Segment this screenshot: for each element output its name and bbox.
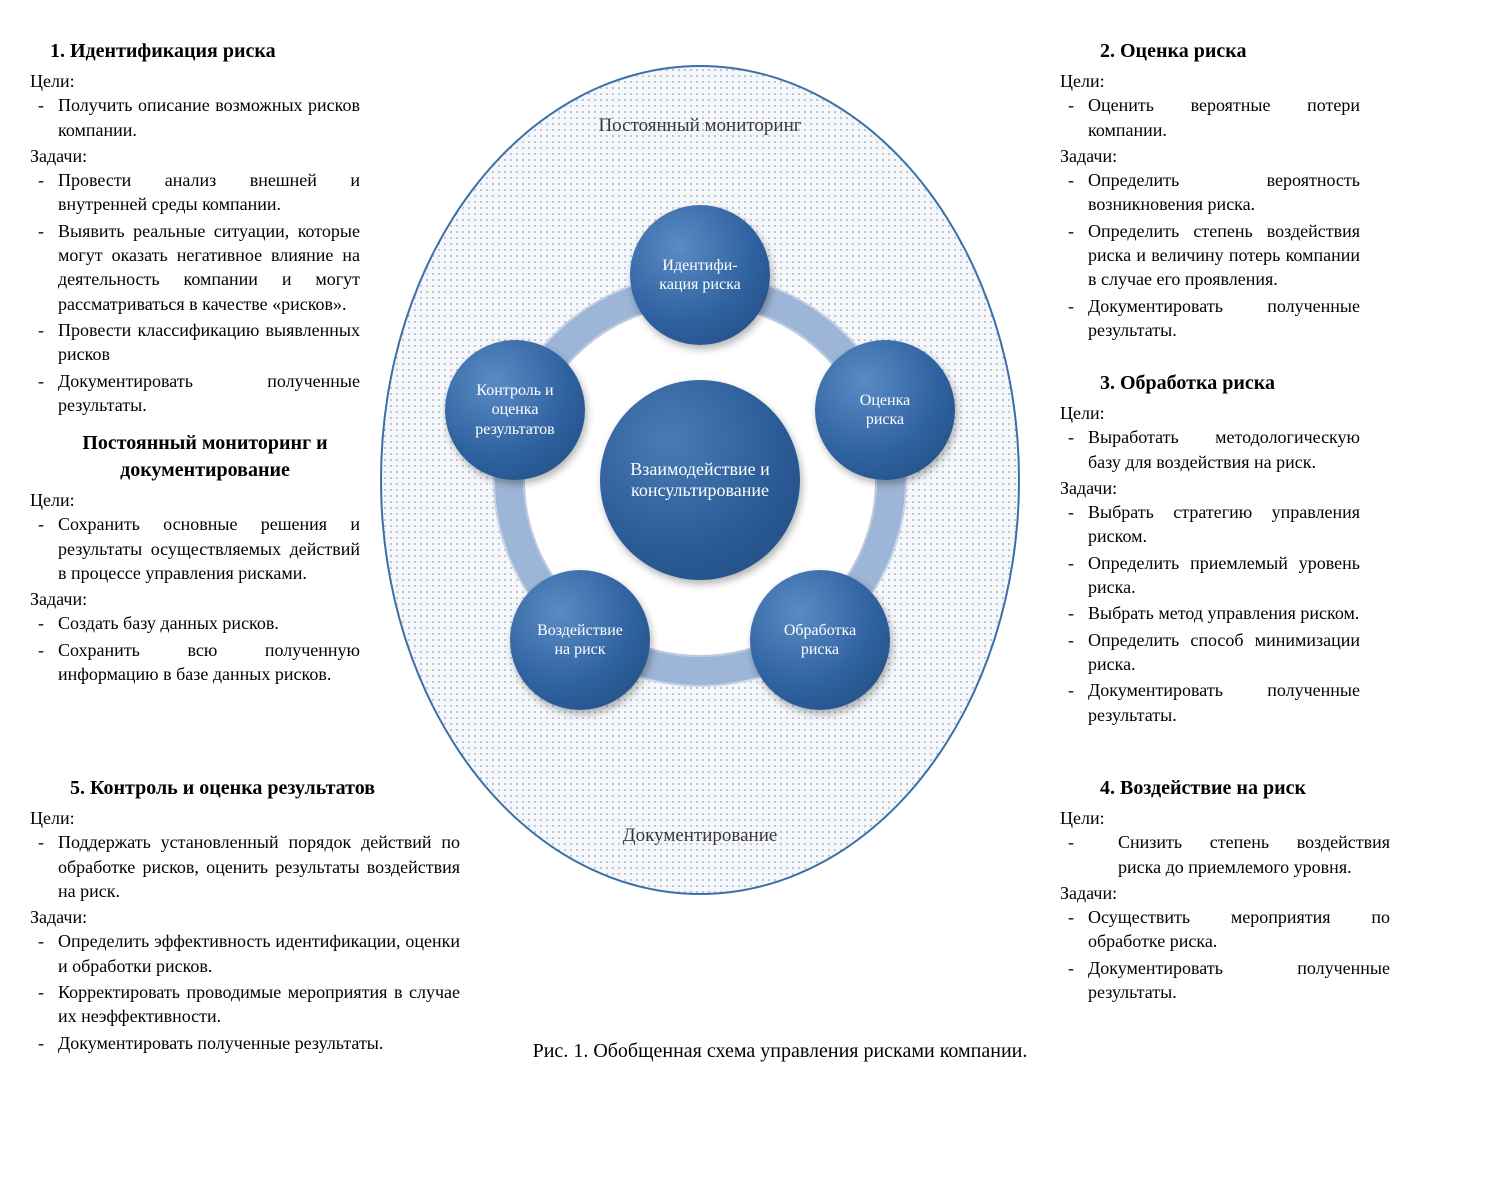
node-label: Оценкариска <box>860 391 910 429</box>
section-2-goals-label: Цели: <box>1060 69 1360 93</box>
section-2-tasks-label: Задачи: <box>1060 144 1360 168</box>
node-processing: Обработкариска <box>750 570 890 710</box>
list-item: Провести классификацию выявленных рисков <box>58 318 360 367</box>
node-label: Контроль иоценкарезультатов <box>475 381 554 439</box>
center-node-label: Взаимодействие и консультирование <box>620 459 780 501</box>
list-item: Сохранить основные решения и результаты … <box>58 512 360 585</box>
list-item: Определить эффективность идентификации, … <box>58 929 460 978</box>
section-2-title: 2. Оценка риска <box>1060 38 1360 65</box>
node-label: Обработкариска <box>784 621 856 659</box>
list-item: Документировать полученные результаты. <box>1088 956 1390 1005</box>
list-item: Документировать полученные результаты. <box>58 1031 460 1055</box>
section-3: 3. Обработка риска Цели: Выработать мето… <box>1060 370 1360 729</box>
list-item: Провести анализ внешней и внутренней сре… <box>58 168 360 217</box>
section-3-tasks-list: Выбрать стратегию управления риском. Опр… <box>1060 500 1360 727</box>
list-item: Документировать полученные результаты. <box>1088 678 1360 727</box>
list-item: Выявить реальные ситуации, которые могут… <box>58 219 360 316</box>
list-item: Осуществить мероприятия по обработке рис… <box>1088 905 1390 954</box>
section-5-tasks-list: Определить эффективность идентификации, … <box>30 929 460 1054</box>
list-item: Определить вероятность возникновения рис… <box>1088 168 1360 217</box>
section-4: 4. Воздействие на риск Цели: Снизить сте… <box>1060 775 1390 1006</box>
outer-label-bottom: Документирование <box>550 825 850 847</box>
list-item: Выбрать метод управления риском. <box>1088 601 1360 625</box>
section-4-title: 4. Воздействие на риск <box>1060 775 1390 802</box>
list-item: Документировать полученные результаты. <box>1088 294 1360 343</box>
outer-label-top: Постоянный мониторинг <box>550 115 850 137</box>
list-item: Получить описание возможных рисков компа… <box>58 93 360 142</box>
node-identification: Идентифи-кация риска <box>630 205 770 345</box>
figure-caption: Рис. 1. Обобщенная схема управления риск… <box>480 1040 1080 1063</box>
section-monitoring-goals-list: Сохранить основные решения и результаты … <box>30 512 360 585</box>
node-control: Контроль иоценкарезультатов <box>445 340 585 480</box>
section-1-tasks-list: Провести анализ внешней и внутренней сре… <box>30 168 360 417</box>
node-assessment: Оценкариска <box>815 340 955 480</box>
section-monitoring: Постоянный мониторинг и документирование… <box>30 430 360 688</box>
section-4-tasks-label: Задачи: <box>1060 881 1390 905</box>
section-monitoring-tasks-label: Задачи: <box>30 587 360 611</box>
section-monitoring-tasks-list: Создать базу данных рисков. Сохранить вс… <box>30 611 360 686</box>
list-item: Сохранить всю полученную информацию в ба… <box>58 638 360 687</box>
section-monitoring-goals-label: Цели: <box>30 488 360 512</box>
list-item: Определить приемлемый уровень риска. <box>1088 551 1360 600</box>
section-1-tasks-label: Задачи: <box>30 144 360 168</box>
section-1-goals-label: Цели: <box>30 69 360 93</box>
list-item: Выбрать стратегию управления риском. <box>1088 500 1360 549</box>
risk-cycle-diagram: Постоянный мониторинг Документирование В… <box>380 40 1020 920</box>
list-item: Определить степень воздействия риска и в… <box>1088 219 1360 292</box>
list-item: Создать базу данных рисков. <box>58 611 360 635</box>
section-3-goals-list: Выработать методологическую базу для воз… <box>1060 425 1360 474</box>
section-1-goals-list: Получить описание возможных рисков компа… <box>30 93 360 142</box>
node-label: Воздействиена риск <box>537 621 623 659</box>
section-2-tasks-list: Определить вероятность возникновения рис… <box>1060 168 1360 342</box>
list-item: Определить способ минимизации риска. <box>1088 628 1360 677</box>
list-item: Снизить степень воздействия риска до при… <box>1088 830 1390 879</box>
section-monitoring-title: Постоянный мониторинг и документирование <box>30 430 360 484</box>
node-label: Идентифи-кация риска <box>659 256 740 294</box>
section-4-goals-label: Цели: <box>1060 806 1390 830</box>
section-3-title: 3. Обработка риска <box>1060 370 1360 397</box>
section-4-tasks-list: Осуществить мероприятия по обработке рис… <box>1060 905 1390 1004</box>
section-3-goals-label: Цели: <box>1060 401 1360 425</box>
section-1: 1. Идентификация риска Цели: Получить оп… <box>30 38 360 419</box>
section-2-goals-list: Оценить вероятные потери компании. <box>1060 93 1360 142</box>
section-3-tasks-label: Задачи: <box>1060 476 1360 500</box>
center-node: Взаимодействие и консультирование <box>600 380 800 580</box>
list-item: Оценить вероятные потери компании. <box>1088 93 1360 142</box>
section-1-title: 1. Идентификация риска <box>30 38 360 65</box>
list-item: Документировать полученные результаты. <box>58 369 360 418</box>
list-item: Корректировать проводимые мероприятия в … <box>58 980 460 1029</box>
node-impact: Воздействиена риск <box>510 570 650 710</box>
section-2: 2. Оценка риска Цели: Оценить вероятные … <box>1060 38 1360 344</box>
section-4-goals-list: Снизить степень воздействия риска до при… <box>1060 830 1390 879</box>
list-item: Выработать методологическую базу для воз… <box>1088 425 1360 474</box>
